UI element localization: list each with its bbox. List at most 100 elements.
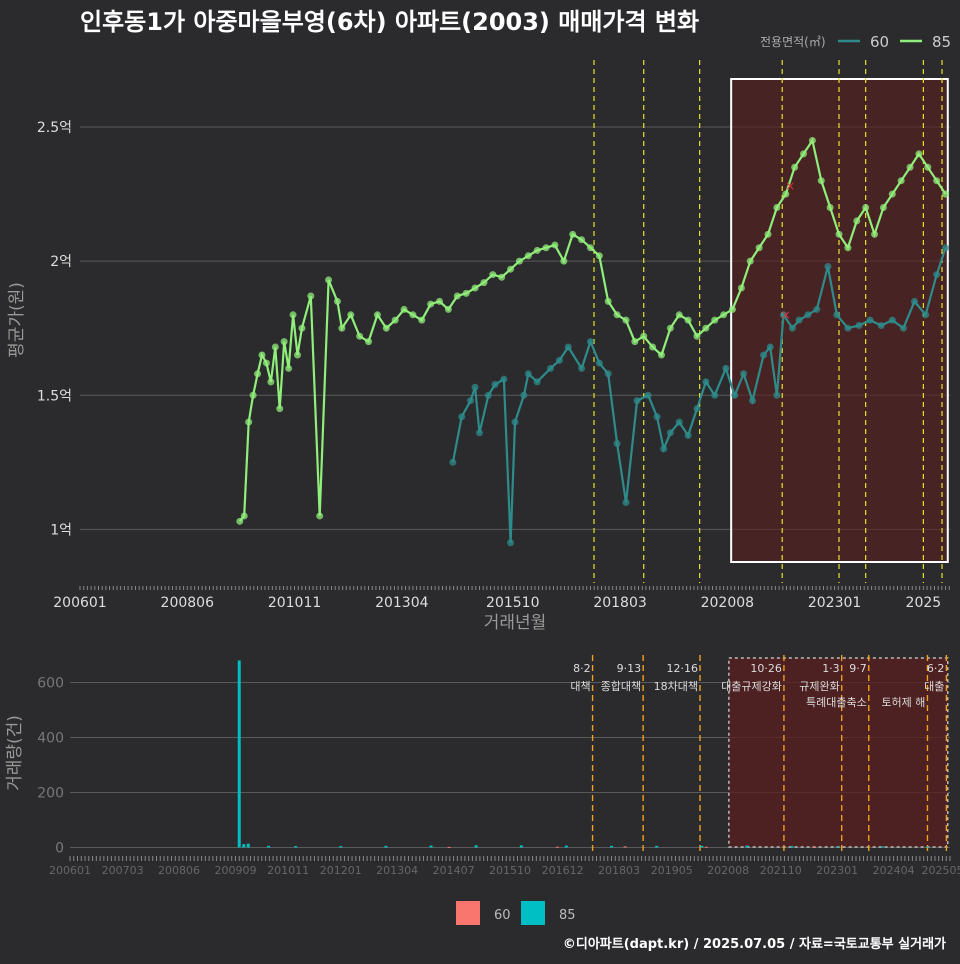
data-point-60 [922,311,930,319]
volume-legend: 60 85 [456,901,576,925]
data-point-60 [824,263,832,271]
x-tick-label: 200806 [161,595,215,611]
data-point-85 [524,252,532,260]
x-tick-label: 202008 [701,595,754,611]
data-point-60 [622,499,630,507]
x-tick-label: 201201 [320,864,362,877]
data-point-85 [862,204,870,212]
volume-bar-85 [267,845,271,848]
data-point-60 [833,311,841,319]
data-point-60 [547,364,555,372]
data-point-85 [835,230,843,238]
data-point-85 [657,351,665,359]
x-tick-label: 201510 [486,595,539,611]
annotation-date: 1·3 [822,662,840,675]
data-point-60 [788,324,796,332]
data-point-60 [633,397,641,405]
data-point-60 [766,343,774,351]
annotation-label: 대출 [924,680,944,693]
x-tick-label: 201011 [267,864,309,877]
volume-chart: 0 200 400 600 8·2 대책 9·13 종합대책 12·16 18차대책 10·26 대출… [5,655,960,877]
volume-bar-85 [474,845,478,848]
volume-bar-85 [429,845,433,848]
data-point-60 [666,429,674,437]
annotation-label: 규제완화 [799,680,839,693]
data-point-85 [808,136,816,144]
data-point-85 [533,246,541,254]
data-point-85 [649,343,657,351]
y-tick-label: 1.5억 [37,388,72,404]
data-point-60 [740,370,748,378]
data-point-60 [458,413,466,421]
volume-bar-60 [813,846,817,848]
data-point-85 [262,359,270,367]
data-point-85 [631,338,639,346]
annotation-label: 대책 [570,680,590,693]
data-point-60 [888,316,896,324]
data-point-85 [782,190,790,198]
data-point-85 [333,297,341,305]
volume-bar-60 [623,846,627,848]
data-point-60 [500,375,508,383]
data-point-85 [391,316,399,324]
volume-bar-85 [237,660,241,848]
data-point-60 [475,429,483,437]
y-axis-label: 평균가(원) [7,282,27,358]
data-point-85 [826,204,834,212]
x-tick-label: 201803 [593,595,646,611]
data-point-85 [551,241,559,249]
data-point-60 [449,458,457,466]
annotation-date: 6·2 [927,662,945,675]
data-point-60 [702,378,710,386]
x-tick-label: 202404 [873,864,915,877]
data-point-85 [915,150,923,158]
data-point-85 [906,163,914,171]
volume-bar-85 [564,845,568,848]
annotation-date: 9·13 [617,662,642,675]
data-point-85 [271,343,279,351]
data-point-85 [280,338,288,346]
data-point-85 [471,284,479,292]
x-tick-label: 201304 [375,595,429,611]
data-point-60 [773,391,781,399]
y-tick-label: 600 [37,676,64,692]
data-point-85 [933,177,941,185]
data-point-85 [693,332,701,340]
annotation-label: 토허제 해 [881,695,925,709]
data-point-85 [236,517,244,525]
data-point-60 [491,381,499,389]
x-tick-label: 201510 [489,864,531,877]
data-point-85 [365,338,373,346]
data-point-85 [436,297,444,305]
x-marker: × [781,308,791,322]
data-point-85 [400,305,408,313]
data-point-85 [338,324,346,332]
data-point-85 [720,311,728,319]
y-axis-label: 거래량(건) [5,715,25,791]
data-point-60 [722,364,730,372]
x-axis-label: 거래년월 [484,613,547,633]
volume-bar-85 [294,846,298,848]
data-point-60 [467,397,475,405]
x-tick-label: 201905 [651,864,693,877]
data-point-85 [675,311,683,319]
data-point-60 [910,297,918,305]
data-point-60 [899,324,907,332]
data-point-60 [877,322,885,330]
data-point-85 [515,257,523,265]
x-tick-label: 200601 [53,595,106,611]
y-tick-label: 2.5억 [37,120,72,136]
x-tick-label: 200909 [214,864,256,877]
volume-bar-60 [555,846,559,848]
price-chart: 1억 1.5억 2억 2.5억 200601 200806 201011 201304 2015… [7,60,950,633]
data-point-85 [729,305,736,313]
data-point-85 [307,292,315,300]
data-point-85 [702,324,710,332]
data-point-85 [942,190,950,198]
legend-label-60: 60 [494,908,511,923]
data-point-85 [737,284,745,292]
data-point-60 [604,370,612,378]
data-point-85 [560,257,568,265]
data-point-85 [276,405,284,413]
